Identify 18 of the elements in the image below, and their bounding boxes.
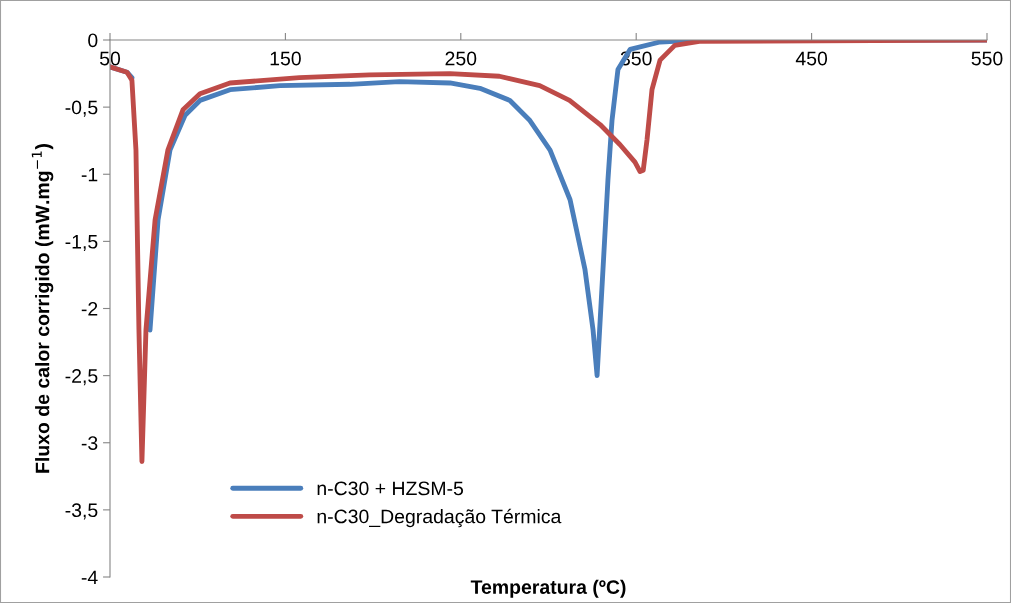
y-tick-label: 0 xyxy=(88,33,98,48)
x-tick-label: 450 xyxy=(795,51,828,66)
y-tick-label: -2 xyxy=(81,301,98,316)
y-tick-label: -1 xyxy=(81,167,98,182)
y-tick-label: -4 xyxy=(81,570,98,585)
x-axis-title: Temperatura (ºC) xyxy=(470,579,626,598)
legend-label: n-C30 + HZSM-5 xyxy=(317,481,464,496)
x-tick-label: 50 xyxy=(99,51,121,66)
y-tick-label: -1,5 xyxy=(65,235,98,251)
legend-label: n-C30_Degradação Térmica xyxy=(317,508,562,528)
y-tick-label: -3 xyxy=(81,436,98,450)
y-tick-label: -2,5 xyxy=(65,369,98,386)
y-tick-label: -0,5 xyxy=(65,100,98,117)
y-axis-title: Fluxo de calor corrigido (mW.mg$^{−1}$) xyxy=(31,144,54,473)
y-tick-label: -3,5 xyxy=(65,503,98,520)
x-tick-label: 550 xyxy=(971,51,1003,66)
x-tick-label: 250 xyxy=(445,51,477,66)
x-tick-label: 150 xyxy=(270,51,301,66)
